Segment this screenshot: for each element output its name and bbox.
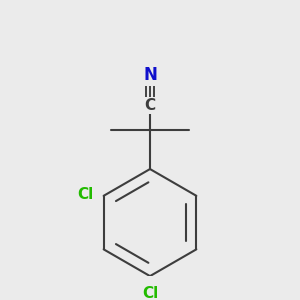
Text: Cl: Cl — [78, 187, 94, 202]
Text: C: C — [144, 98, 156, 113]
Text: Cl: Cl — [142, 286, 158, 300]
Text: N: N — [143, 66, 157, 84]
